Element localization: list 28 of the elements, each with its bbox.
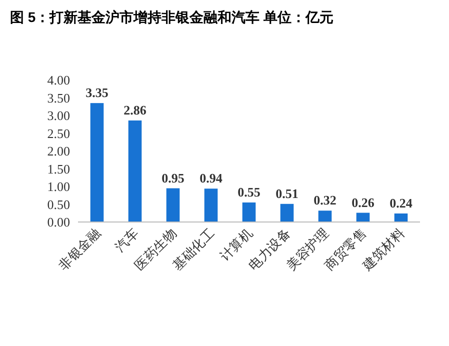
data-label: 2.86 [124, 102, 147, 118]
data-label: 0.94 [200, 170, 223, 186]
data-label: 0.24 [390, 195, 413, 210]
data-label: 3.35 [86, 85, 109, 100]
bar [394, 213, 408, 222]
bar [166, 188, 180, 222]
bar [280, 204, 294, 222]
y-tick-label: 3.50 [47, 90, 70, 106]
chart-title: 图 5：打新基金沪市增持非银金融和汽车 单位：亿元 [10, 9, 334, 25]
y-tick-label: 4.00 [47, 72, 70, 88]
y-tick-label: 1.50 [47, 161, 70, 176]
bar [90, 103, 104, 222]
data-label: 0.32 [314, 192, 336, 208]
y-tick-label: 3.00 [47, 108, 70, 123]
bar [204, 188, 218, 222]
bar [128, 120, 142, 222]
y-tick-label: 2.50 [47, 126, 70, 141]
data-label: 0.55 [238, 184, 261, 200]
bar [318, 210, 332, 222]
bar [356, 212, 370, 222]
data-label: 0.26 [352, 194, 375, 210]
y-tick-label: 1.00 [47, 179, 70, 194]
bar [242, 202, 256, 222]
data-label: 0.95 [162, 170, 185, 186]
y-tick-label: 2.00 [47, 144, 70, 158]
x-tick-label: 汽车 [112, 226, 142, 255]
y-tick-label: 0.50 [47, 196, 70, 212]
data-label: 0.51 [276, 186, 298, 201]
